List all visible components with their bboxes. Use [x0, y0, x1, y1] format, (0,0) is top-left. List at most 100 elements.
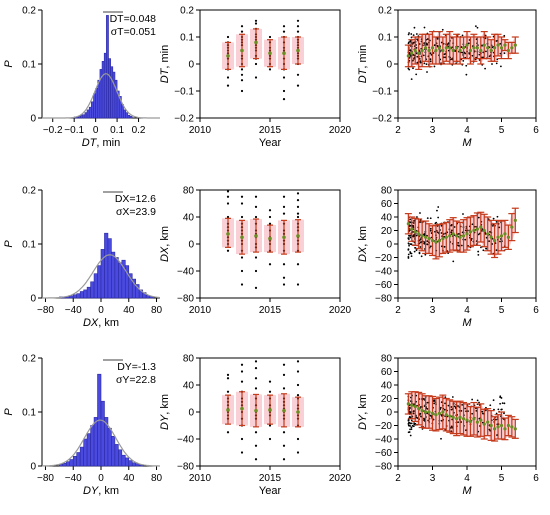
data-point	[471, 412, 474, 415]
data-point	[226, 215, 230, 219]
mean-point	[510, 225, 514, 229]
mean-point	[441, 410, 445, 414]
panel-dx_year: 2010 2015 2020 −80 −40 0 40 80 DX, km	[159, 186, 352, 317]
y-tick-label: 80	[381, 354, 393, 365]
data-point	[254, 76, 258, 79]
y-tick-label: −0.1	[174, 87, 194, 98]
y-tick-label: 0.2	[22, 6, 36, 17]
x-tick-label: −40	[65, 473, 82, 484]
x-axis-label: DX, km	[83, 317, 119, 329]
hist-bar	[97, 79, 101, 119]
mean-point	[465, 232, 469, 236]
data-point	[430, 53, 433, 56]
data-point	[240, 195, 244, 198]
data-point	[296, 215, 300, 219]
y-tick-label: 40	[183, 381, 195, 392]
x-axis-label: M	[462, 137, 472, 149]
data-point	[254, 215, 258, 219]
sigma-label: σX=23.9	[116, 206, 156, 218]
data-point	[476, 399, 479, 402]
y-tick-label: −80	[177, 462, 194, 473]
mean-point	[493, 427, 497, 431]
data-point	[418, 57, 421, 60]
data-point	[495, 249, 498, 251]
data-point	[296, 451, 300, 454]
data-point	[296, 199, 300, 202]
x-tick-label: 0	[93, 125, 99, 136]
y-tick-label: 0.2	[378, 6, 392, 17]
hist-bar	[128, 460, 133, 467]
data-point	[429, 217, 432, 220]
y-tick-label: 0	[30, 294, 36, 305]
data-point	[443, 245, 446, 248]
mean-point	[417, 407, 421, 411]
data-point	[409, 434, 412, 437]
data-point	[282, 98, 286, 101]
hist-bar	[131, 462, 137, 467]
data-point	[296, 360, 300, 363]
hist-bar	[72, 294, 78, 299]
mean-point	[475, 420, 479, 424]
mean-point	[506, 235, 510, 239]
y-tick-label: 0.1	[378, 33, 392, 44]
x-axis-label: DT, min	[82, 137, 121, 149]
data-point	[495, 62, 498, 65]
data-point	[408, 32, 410, 34]
hist-bar	[107, 427, 112, 467]
data-point	[444, 402, 446, 405]
data-point	[407, 33, 410, 36]
data-point	[282, 373, 286, 376]
data-point	[282, 431, 286, 434]
mean-point	[489, 423, 493, 428]
data-point	[268, 424, 272, 427]
mean-point	[437, 46, 441, 50]
mean-point	[430, 46, 435, 50]
mean-point	[427, 48, 431, 53]
x-tick-label: 4	[464, 125, 470, 136]
data-point	[282, 205, 286, 208]
data-point	[412, 222, 415, 224]
data-point	[407, 248, 410, 251]
mean-point	[513, 43, 517, 47]
hist-bar	[95, 88, 99, 119]
mean-point	[406, 222, 410, 226]
data-point	[409, 251, 412, 253]
data-point	[254, 431, 258, 434]
data-point	[254, 62, 258, 66]
data-point	[226, 390, 230, 393]
mean-point	[475, 227, 479, 231]
data-point	[425, 63, 428, 66]
hist-bar	[129, 116, 133, 119]
data-point	[481, 44, 484, 47]
data-point	[484, 232, 487, 235]
mean-point	[479, 48, 483, 53]
data-point	[412, 425, 415, 428]
mean-point	[489, 48, 493, 53]
hist-bar	[72, 455, 78, 467]
mean-point	[430, 411, 435, 415]
data-point	[419, 241, 422, 244]
data-point	[503, 52, 506, 55]
data-point	[453, 226, 456, 228]
mean-point	[486, 232, 490, 236]
data-point	[423, 26, 426, 29]
data-point	[409, 218, 412, 221]
data-point	[433, 402, 436, 405]
data-point	[426, 240, 429, 243]
data-point	[441, 28, 444, 31]
data-point	[447, 42, 450, 45]
sigma-label: σY=22.8	[116, 374, 156, 386]
data-point	[443, 408, 446, 411]
data-point	[226, 195, 230, 198]
mean-point	[441, 48, 445, 53]
mean-point	[282, 408, 286, 413]
data-point	[499, 65, 502, 68]
mean-point	[268, 236, 272, 241]
data-point	[413, 57, 415, 60]
data-point	[423, 242, 426, 245]
mean-point	[472, 46, 476, 50]
data-point	[240, 30, 244, 33]
data-point	[416, 216, 418, 218]
data-point	[282, 276, 286, 279]
